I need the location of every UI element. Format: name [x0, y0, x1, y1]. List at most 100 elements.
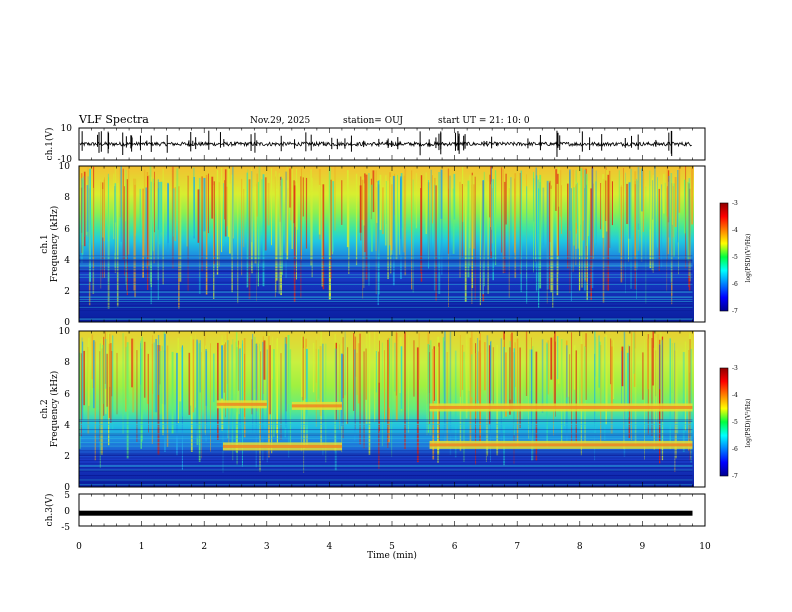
ch2-spectro-streak: [496, 345, 499, 456]
ch2-spectro-streak: [112, 335, 114, 430]
ch2-spectro-streak: [125, 336, 127, 412]
ch2-spectro-streak: [626, 352, 629, 426]
ch2-spectro-streak: [631, 332, 632, 441]
ch1-spectro-streak: [591, 168, 594, 289]
date-label: Nov.29, 2025: [250, 116, 311, 126]
ch2-spectro-streak: [201, 352, 202, 459]
ch2-spectro-streak: [356, 352, 358, 395]
ch2-spectro-streak: [109, 333, 111, 387]
ch2-spectro-line: [79, 454, 693, 456]
ch1-spectro-streak: [630, 168, 632, 289]
ch2-spectro-streak: [571, 332, 573, 446]
ch1-spectro-line: [79, 318, 693, 320]
ch2-colorbar-gradient: [719, 367, 729, 477]
ch1-spectro-streak: [305, 177, 308, 249]
ch1-spectro-streak: [447, 168, 450, 254]
ch1-spectro-streak: [673, 183, 675, 257]
ch2-spectro-streak: [553, 336, 554, 436]
ch2-spectro-streak: [91, 334, 94, 380]
ch1-spectro-streak: [526, 186, 528, 304]
ch1-spectro-streak: [492, 179, 494, 281]
ch1-spectro-streak: [232, 166, 234, 259]
ch1-spectro-streak: [555, 169, 558, 211]
ch1-spectro-streak: [241, 178, 243, 276]
ch1-spectro-streak: [569, 169, 571, 231]
ch1-spectro-streak: [254, 186, 257, 264]
ch2-spectro-line: [79, 438, 693, 439]
ch1-spectro-streak: [290, 167, 292, 221]
ch1-spectro-line: [79, 260, 693, 261]
ch1-spectro-streak: [642, 170, 645, 232]
ch1-spectro-streak: [143, 169, 146, 258]
ch1-spectro-streak: [459, 181, 461, 278]
ch2-spectro-streak: [438, 342, 440, 445]
ch2-spectro-streak: [378, 332, 380, 383]
ch2-spectro-streak: [500, 338, 502, 443]
ch1-spectro-streak: [440, 169, 443, 219]
ch2-spectro-streak: [564, 350, 565, 426]
ch1-spectro-streak: [257, 181, 259, 287]
ch1-spectro-streak: [674, 177, 677, 227]
ch2-spectro-line: [79, 442, 693, 443]
ch2-spectro-streak: [357, 343, 360, 404]
ch1-spectro-streak: [640, 169, 643, 262]
ch1-spectro-streak: [157, 182, 159, 280]
ch1-spectro-streak: [535, 167, 537, 269]
ch2-spectro-line: [79, 460, 693, 461]
ch2-spectro-line: [79, 457, 693, 459]
ch1-spectro-line: [79, 305, 693, 307]
ch1-spectro-line: [79, 291, 693, 293]
ch1-spectro-streak: [586, 173, 588, 246]
ch2-spectro-streak: [595, 337, 597, 377]
ch2-spectro-streak: [577, 354, 579, 411]
ch2-emission-band-core: [216, 402, 267, 406]
ch1-spectro-streak: [538, 188, 540, 308]
ch2-spectro-streak: [509, 341, 511, 400]
ch2-spectro-line: [79, 480, 693, 482]
ch2-spectro-streak: [228, 340, 230, 449]
ch2-spectro-streak: [478, 351, 480, 401]
ch3-voltage-panel: 5 0 -5 ch.3(V): [44, 491, 706, 533]
ch1-spectro-streak: [293, 180, 295, 224]
ch1-spectro-line: [79, 270, 693, 272]
ch1-spectro-streak: [666, 166, 669, 217]
ch2-spectro-streak: [433, 346, 435, 401]
ch1-spectro-streak: [600, 183, 602, 230]
ch2-spectro-streak: [684, 341, 687, 431]
ch1-spectro-streak: [145, 187, 148, 258]
ch2-cbar-tick-m5: -5: [732, 419, 738, 426]
ch2-spectro-streak: [141, 339, 143, 443]
ch1-spectro-streak: [578, 185, 581, 291]
ch2-spectro-streak: [192, 339, 195, 413]
ch1-spectro-streak: [365, 174, 368, 280]
ch1-spectro-streak: [626, 183, 629, 224]
ch2-spectro-streak: [546, 342, 548, 441]
ch1-spectro-streak: [689, 186, 691, 282]
ch2-spectro-streak: [395, 333, 398, 421]
ch2-spectro-streak: [238, 344, 240, 415]
ch2-spectro-streak: [147, 353, 149, 404]
ch2-spectro-streak: [259, 350, 261, 472]
ch1-spectro-streak: [89, 168, 91, 282]
ch1-spectro-streak: [567, 183, 569, 269]
ch2-spectro-streak: [355, 337, 357, 377]
ch1-spectro-streak: [198, 177, 201, 294]
ch2-spectro-streak: [611, 346, 613, 410]
ch1-spectro-line: [79, 259, 693, 260]
ch2-spectro-streak: [140, 340, 142, 385]
ch1-spectro-streak: [400, 176, 402, 279]
ch2-spectro-streak: [94, 341, 96, 461]
ch1-spectro-streak: [231, 174, 233, 293]
ch2-spectro-streak: [316, 336, 317, 400]
ch1-spectro-streak: [479, 185, 481, 306]
ch2-spectro-streak: [320, 331, 322, 446]
ch1-spectro-streak: [461, 184, 463, 258]
ch1-spectro-line: [79, 260, 693, 262]
ch1-spectro-streak: [433, 184, 436, 292]
ch2-spectro-streak: [644, 339, 645, 460]
ch2-spectro-streak: [657, 334, 659, 444]
ch2-spectro-streak: [471, 331, 473, 410]
ch1-spectro-streak: [411, 170, 413, 290]
ch2-spectro-streak: [106, 353, 108, 407]
ch2-spectro-streak: [585, 333, 587, 400]
